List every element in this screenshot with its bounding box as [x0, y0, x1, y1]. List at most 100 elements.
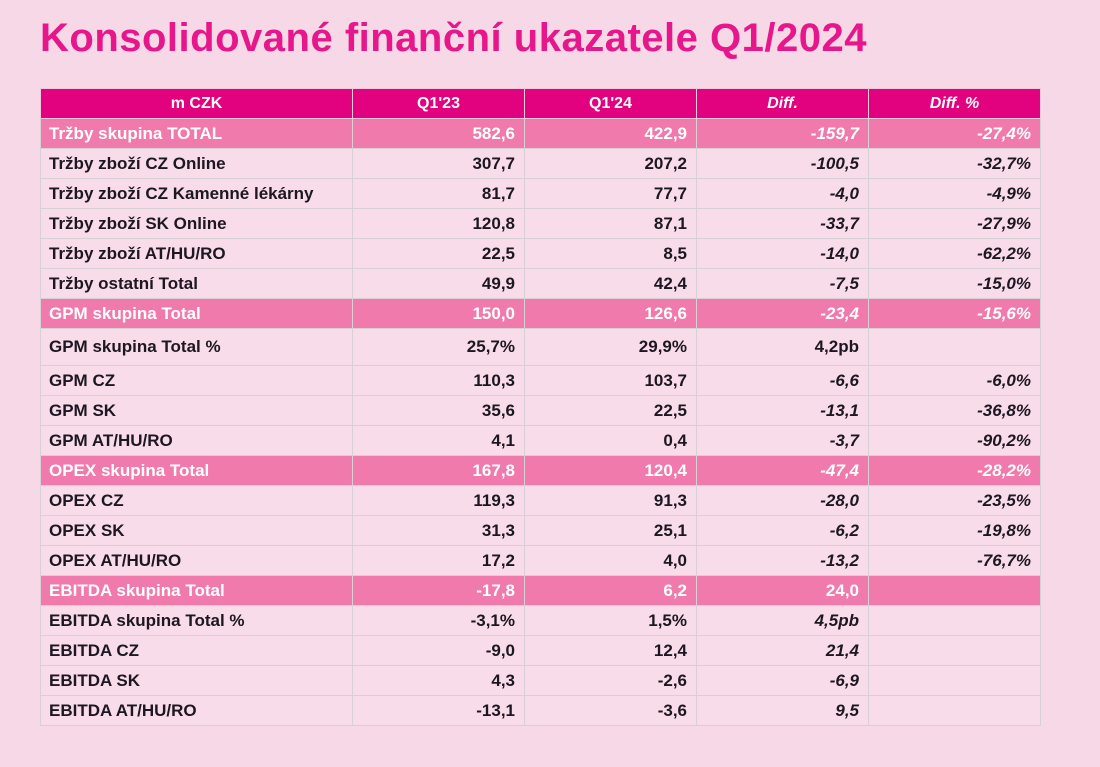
value-cell: 21,4	[696, 635, 869, 666]
value-cell: 29,9%	[524, 328, 697, 366]
value-cell: -47,4	[696, 455, 869, 486]
table-row: Tržby zboží CZ Kamenné lékárny 81,7 77,7 -4…	[40, 178, 1041, 209]
value-cell: -4,0	[696, 178, 869, 209]
value-cell: -3,6	[524, 695, 697, 726]
value-cell: 1,5%	[524, 605, 697, 636]
value-cell: -36,8%	[868, 395, 1041, 426]
value-cell: -13,2	[696, 545, 869, 576]
value-cell: -9,0	[352, 635, 525, 666]
table-row: Tržby zboží AT/HU/RO 22,5 8,5 -14,0 -62,2%	[40, 238, 1041, 269]
value-cell: -159,7	[696, 118, 869, 149]
value-cell	[868, 575, 1041, 606]
value-cell: -90,2%	[868, 425, 1041, 456]
value-cell: 110,3	[352, 365, 525, 396]
row-label-cell: GPM CZ	[40, 365, 353, 396]
value-cell: 22,5	[352, 238, 525, 269]
table-row: Tržby ostatní Total 49,9 42,4 -7,5 -15,0%	[40, 268, 1041, 299]
value-cell	[868, 695, 1041, 726]
value-cell: 103,7	[524, 365, 697, 396]
value-cell: 4,2pb	[696, 328, 869, 366]
table-row: GPM CZ 110,3 103,7 -6,6 -6,0%	[40, 365, 1041, 396]
column-header-diff: Diff.	[696, 88, 869, 119]
table-row: GPM skupina Total % 25,7% 29,9% 4,2pb	[40, 328, 1041, 366]
value-cell: -4,9%	[868, 178, 1041, 209]
table-row: OPEX CZ 119,3 91,3 -28,0 -23,5%	[40, 485, 1041, 516]
value-cell: -23,4	[696, 298, 869, 329]
value-cell: 307,7	[352, 148, 525, 179]
column-header-diff-pct: Diff. %	[868, 88, 1041, 119]
value-cell: 42,4	[524, 268, 697, 299]
row-label-cell: GPM AT/HU/RO	[40, 425, 353, 456]
value-cell: 12,4	[524, 635, 697, 666]
value-cell: 25,7%	[352, 328, 525, 366]
value-cell: -6,9	[696, 665, 869, 696]
value-cell: 9,5	[696, 695, 869, 726]
value-cell: -6,2	[696, 515, 869, 546]
row-label-cell: Tržby ostatní Total	[40, 268, 353, 299]
value-cell: -100,5	[696, 148, 869, 179]
table-row: OPEX AT/HU/RO 17,2 4,0 -13,2 -76,7%	[40, 545, 1041, 576]
value-cell: 150,0	[352, 298, 525, 329]
value-cell: 120,8	[352, 208, 525, 239]
table-row: GPM SK 35,6 22,5 -13,1 -36,8%	[40, 395, 1041, 426]
value-cell: -62,2%	[868, 238, 1041, 269]
value-cell	[868, 635, 1041, 666]
value-cell: 8,5	[524, 238, 697, 269]
value-cell: -6,6	[696, 365, 869, 396]
value-cell: -28,0	[696, 485, 869, 516]
table-body: Tržby skupina TOTAL 582,6 422,9 -159,7 -27,4…	[40, 118, 1041, 726]
value-cell: -27,4%	[868, 118, 1041, 149]
header-row: m CZK Q1'23 Q1'24 Diff. Diff. %	[40, 88, 1041, 119]
value-cell: 24,0	[696, 575, 869, 606]
column-header-unit: m CZK	[40, 88, 353, 119]
value-cell: 119,3	[352, 485, 525, 516]
value-cell: 22,5	[524, 395, 697, 426]
value-cell: -13,1	[352, 695, 525, 726]
value-cell: -15,0%	[868, 268, 1041, 299]
value-cell: -19,8%	[868, 515, 1041, 546]
column-header-q1-23: Q1'23	[352, 88, 525, 119]
value-cell: 4,3	[352, 665, 525, 696]
value-cell: -3,7	[696, 425, 869, 456]
value-cell: 207,2	[524, 148, 697, 179]
row-label-cell: EBITDA AT/HU/RO	[40, 695, 353, 726]
value-cell: -28,2%	[868, 455, 1041, 486]
value-cell: 35,6	[352, 395, 525, 426]
value-cell: 422,9	[524, 118, 697, 149]
column-header-q1-24: Q1'24	[524, 88, 697, 119]
table-row: EBITDA AT/HU/RO -13,1 -3,6 9,5	[40, 695, 1041, 726]
section-total-row: GPM skupina Total 150,0 126,6 -23,4 -15,6%	[40, 298, 1041, 329]
section-total-row: OPEX skupina Total 167,8 120,4 -47,4 -28,2%	[40, 455, 1041, 486]
table-row: EBITDA SK 4,3 -2,6 -6,9	[40, 665, 1041, 696]
value-cell	[868, 605, 1041, 636]
value-cell: 25,1	[524, 515, 697, 546]
value-cell: 17,2	[352, 545, 525, 576]
value-cell: -32,7%	[868, 148, 1041, 179]
row-label-cell: GPM skupina Total	[40, 298, 353, 329]
value-cell: -33,7	[696, 208, 869, 239]
table-row: OPEX SK 31,3 25,1 -6,2 -19,8%	[40, 515, 1041, 546]
section-total-row: Tržby skupina TOTAL 582,6 422,9 -159,7 -27,4…	[40, 118, 1041, 149]
value-cell: 4,1	[352, 425, 525, 456]
value-cell: -23,5%	[868, 485, 1041, 516]
table-header: m CZK Q1'23 Q1'24 Diff. Diff. %	[40, 88, 1041, 119]
value-cell: 31,3	[352, 515, 525, 546]
row-label-cell: OPEX SK	[40, 515, 353, 546]
row-label-cell: EBITDA skupina Total	[40, 575, 353, 606]
value-cell: -17,8	[352, 575, 525, 606]
value-cell: 167,8	[352, 455, 525, 486]
value-cell: 120,4	[524, 455, 697, 486]
row-label-cell: Tržby zboží CZ Online	[40, 148, 353, 179]
table-row: Tržby zboží CZ Online 307,7 207,2 -100,5 -32…	[40, 148, 1041, 179]
value-cell: -13,1	[696, 395, 869, 426]
value-cell: 4,0	[524, 545, 697, 576]
value-cell: 126,6	[524, 298, 697, 329]
row-label-cell: GPM SK	[40, 395, 353, 426]
value-cell	[868, 665, 1041, 696]
row-label-cell: EBITDA CZ	[40, 635, 353, 666]
value-cell: 91,3	[524, 485, 697, 516]
value-cell: -76,7%	[868, 545, 1041, 576]
row-label-cell: EBITDA SK	[40, 665, 353, 696]
value-cell: 6,2	[524, 575, 697, 606]
